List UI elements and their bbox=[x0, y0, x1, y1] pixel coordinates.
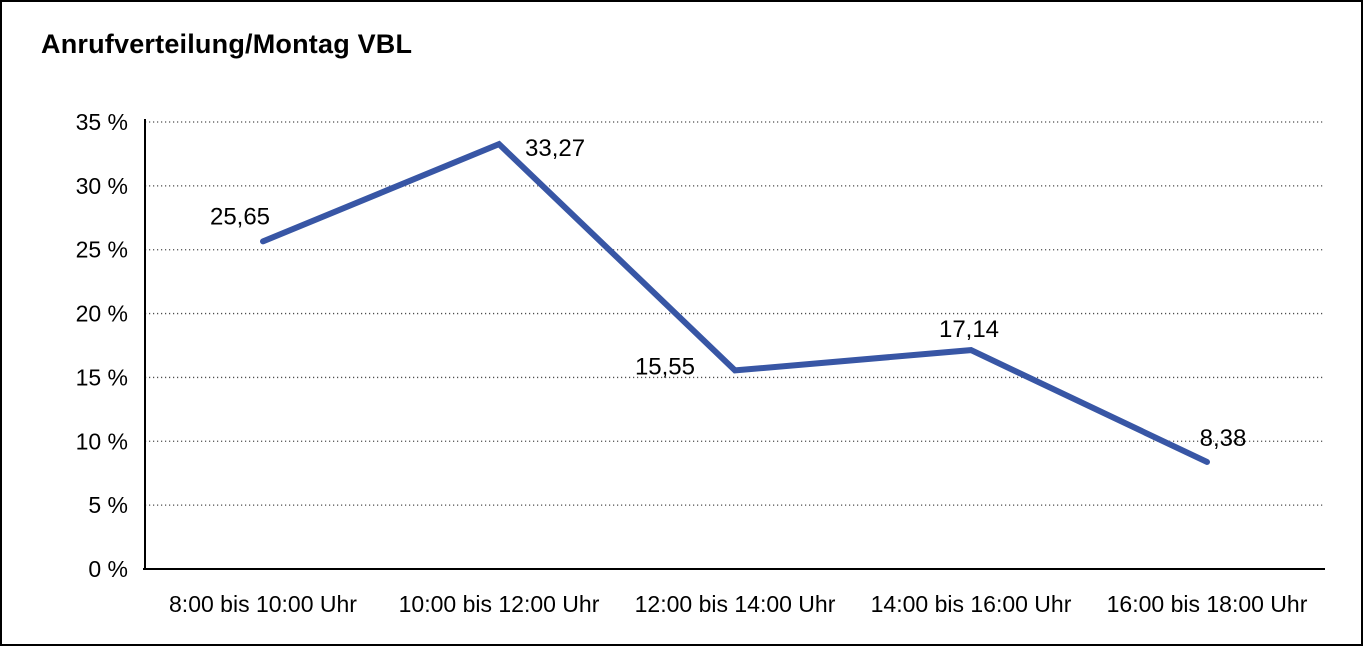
data-point-label: 15,55 bbox=[635, 353, 695, 380]
y-tick-label: 30 % bbox=[76, 173, 128, 199]
data-point-label: 33,27 bbox=[525, 135, 585, 162]
y-tick-label: 0 % bbox=[88, 556, 128, 582]
y-tick-label: 5 % bbox=[88, 492, 128, 518]
y-tick-label: 25 % bbox=[76, 237, 128, 263]
y-tick-label: 15 % bbox=[76, 364, 128, 390]
chart-title: Anrufverteilung/Montag VBL bbox=[41, 29, 413, 59]
x-category-label: 12:00 bis 14:00 Uhr bbox=[635, 591, 836, 617]
data-point-label: 25,65 bbox=[210, 203, 270, 230]
y-tick-label: 20 % bbox=[76, 301, 128, 327]
x-category-label: 8:00 bis 10:00 Uhr bbox=[169, 591, 357, 617]
x-category-label: 14:00 bis 16:00 Uhr bbox=[871, 591, 1072, 617]
data-point-label: 8,38 bbox=[1200, 425, 1247, 452]
x-category-label: 10:00 bis 12:00 Uhr bbox=[399, 591, 600, 617]
y-tick-label: 10 % bbox=[76, 428, 128, 454]
data-series-line bbox=[260, 140, 1210, 465]
data-point-label: 17,14 bbox=[939, 316, 999, 343]
y-tick-label: 35 % bbox=[76, 109, 128, 135]
x-category-label: 16:00 bis 18:00 Uhr bbox=[1107, 591, 1308, 617]
